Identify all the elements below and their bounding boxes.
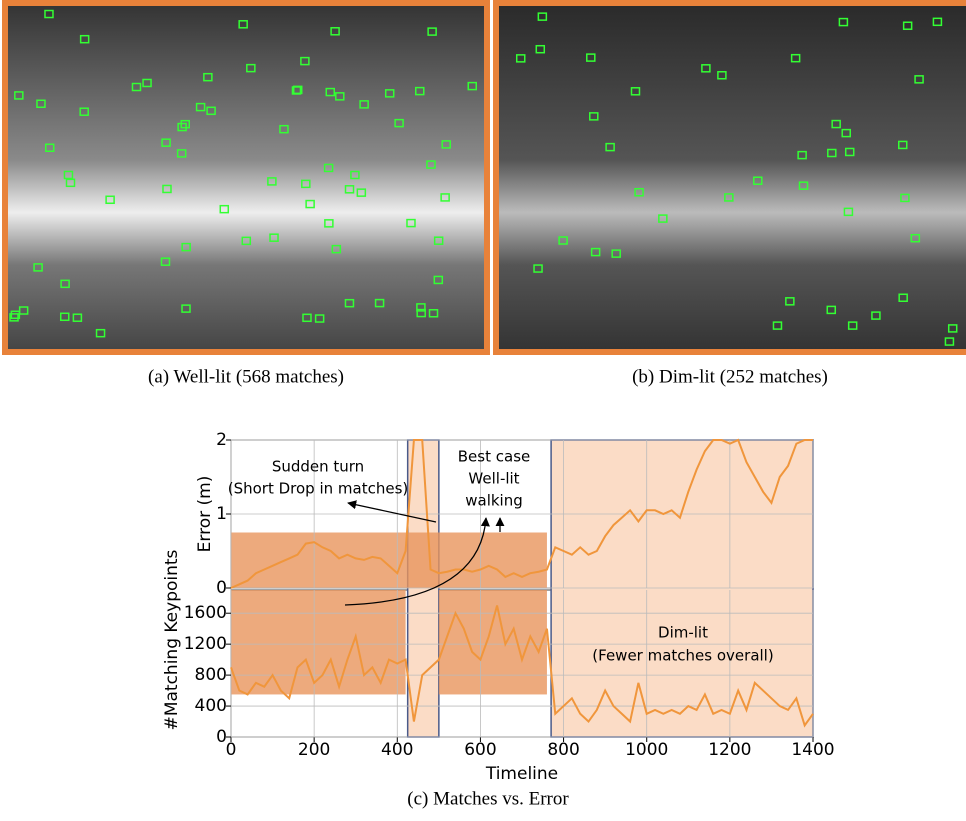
y2-axis-label: #Matching Keypoints xyxy=(162,549,182,730)
x-tick-label: 400 xyxy=(381,740,413,760)
y2-tick-label: 800 xyxy=(195,665,227,685)
photo-well-lit xyxy=(5,3,487,352)
y-tick-label: 1 xyxy=(216,504,227,524)
annotation: (Short Drop in matches) xyxy=(228,480,409,498)
y-axis-label: Error (m) xyxy=(195,476,215,553)
highlight-band xyxy=(439,590,547,694)
annotation: Best case xyxy=(458,448,530,466)
highlight-region xyxy=(551,440,813,737)
y-tick-label: 0 xyxy=(216,578,227,598)
x-tick-label: 1200 xyxy=(708,740,751,760)
annotation: Dim-lit xyxy=(658,624,708,642)
y2-tick-label: 400 xyxy=(195,696,227,716)
x-tick-label: 600 xyxy=(464,740,496,760)
x-tick-label: 1000 xyxy=(625,740,668,760)
annotation: Well-lit xyxy=(468,470,519,488)
x-axis-label: Timeline xyxy=(485,764,558,784)
photo-dim-lit xyxy=(496,3,966,352)
highlight-band xyxy=(231,533,547,589)
y2-tick-label: 1200 xyxy=(184,634,227,654)
y2-tick-label: 1600 xyxy=(184,603,227,623)
caption-a: (a) Well-lit (568 matches) xyxy=(148,366,344,387)
figure: (a) Well-lit (568 matches) (b) Dim-lit (… xyxy=(0,0,966,821)
y-tick-label: 2 xyxy=(216,430,227,450)
caption-b: (b) Dim-lit (252 matches) xyxy=(632,366,828,387)
x-tick-label: 800 xyxy=(547,740,579,760)
caption-c: (c) Matches vs. Error xyxy=(407,788,569,809)
annotation: Sudden turn xyxy=(272,458,364,476)
y2-tick-label: 0 xyxy=(216,727,227,747)
x-tick-label: 1400 xyxy=(791,740,834,760)
x-tick-label: 0 xyxy=(226,740,237,760)
page: (a) Well-lit (568 matches) (b) Dim-lit (… xyxy=(0,0,966,821)
annotation: walking xyxy=(465,492,523,510)
annotation: (Fewer matches overall) xyxy=(592,647,773,665)
x-tick-label: 200 xyxy=(298,740,330,760)
